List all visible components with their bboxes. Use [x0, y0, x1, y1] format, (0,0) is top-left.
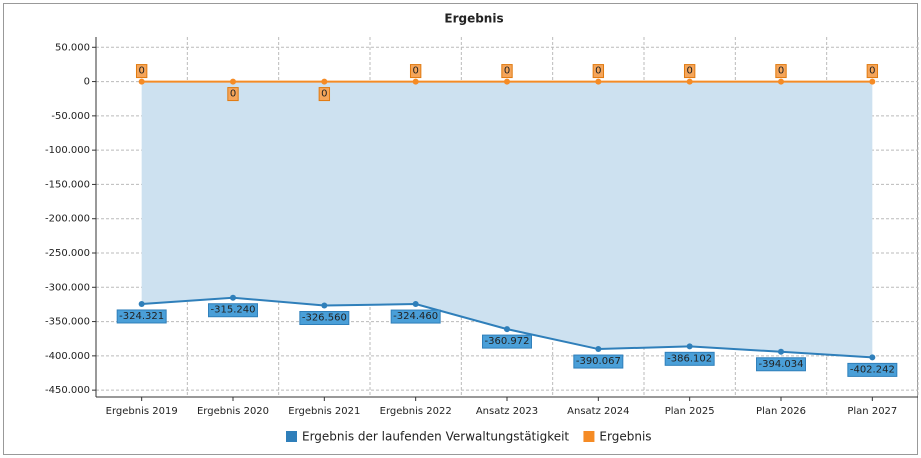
y-tick-label: -100.000 [45, 145, 90, 156]
data-label-bg [756, 357, 806, 372]
data-label-bg [664, 351, 715, 366]
data-label-bg [135, 64, 148, 79]
x-tick-label: Ergebnis 2019 [106, 406, 178, 417]
point [686, 78, 693, 85]
x-tick-label: Ansatz 2024 [567, 406, 629, 417]
point [230, 294, 236, 301]
point [138, 78, 145, 85]
data-label: 0 [230, 89, 236, 100]
point [138, 300, 145, 307]
data-label: -315.240 [211, 305, 256, 316]
y-tick-label: 0 [84, 77, 90, 88]
data-label-bg [775, 64, 787, 79]
x-tick-label: Plan 2026 [756, 406, 806, 417]
y-tick-label: -400.000 [45, 351, 90, 362]
data-label-bg [866, 64, 879, 79]
y-tick-label: -350.000 [45, 317, 90, 328]
point [778, 78, 784, 85]
data-label-bg [227, 87, 239, 102]
data-label: -402.242 [850, 364, 895, 375]
data-label: 0 [504, 66, 510, 77]
data-label: 0 [412, 66, 418, 77]
data-label-bg [116, 309, 167, 324]
data-label: -394.034 [759, 359, 804, 370]
x-tick-label: Plan 2027 [847, 406, 897, 417]
y-tick-label: -250.000 [45, 248, 90, 259]
y-tick-label: -450.000 [45, 385, 90, 396]
data-label-bg [208, 303, 258, 318]
data-label-bg [592, 64, 605, 79]
y-tick-label: -50.000 [51, 111, 90, 122]
data-label: 0 [138, 66, 144, 77]
y-tick-label: -150.000 [45, 179, 90, 190]
x-tick-label: Ergebnis 2021 [288, 406, 360, 417]
data-label-bg [318, 87, 331, 102]
data-label: -390.067 [576, 356, 621, 367]
point [412, 301, 419, 308]
point [686, 343, 693, 350]
chart-title: Ergebnis [444, 12, 503, 26]
point [778, 348, 784, 355]
y-tick-label: -300.000 [45, 282, 90, 293]
data-label-bg [683, 64, 696, 79]
x-tick-label: Ansatz 2023 [476, 406, 538, 417]
point [504, 78, 510, 85]
point [595, 78, 602, 85]
data-label-bg [390, 309, 441, 324]
x-tick-label: Ergebnis 2020 [197, 406, 269, 417]
legend-label: Ergebnis der laufenden Verwaltungstätigk… [302, 430, 569, 444]
x-tick-label: Plan 2025 [665, 406, 715, 417]
data-label-bg [501, 64, 513, 79]
point [321, 302, 328, 309]
data-label: -360.972 [485, 336, 530, 347]
data-label: 0 [778, 66, 784, 77]
data-label: 0 [595, 66, 601, 77]
data-label: -324.321 [119, 311, 164, 322]
point [230, 78, 236, 85]
data-label: -326.560 [302, 312, 347, 323]
area [141, 81, 873, 358]
point [321, 78, 328, 85]
data-label-bg [573, 354, 624, 369]
data-label-bg [847, 362, 898, 377]
x-tick-label: Ergebnis 2022 [380, 406, 452, 417]
point [869, 354, 876, 361]
data-label-bg [299, 310, 350, 325]
point [595, 346, 602, 353]
y-tick-label: 50.000 [55, 42, 90, 53]
legend-swatch [286, 431, 297, 442]
data-label: -386.102 [667, 353, 712, 364]
data-label: 0 [321, 89, 327, 100]
data-label: 0 [869, 66, 875, 77]
point [869, 78, 876, 85]
point [504, 326, 510, 333]
data-label: 0 [686, 66, 692, 77]
data-label: -324.460 [393, 311, 438, 322]
data-label-bg [482, 334, 532, 349]
legend-swatch [583, 431, 595, 442]
legend-label: Ergebnis [599, 430, 651, 444]
y-tick-label: -200.000 [45, 214, 90, 225]
point [412, 78, 419, 85]
data-label-bg [409, 64, 422, 79]
